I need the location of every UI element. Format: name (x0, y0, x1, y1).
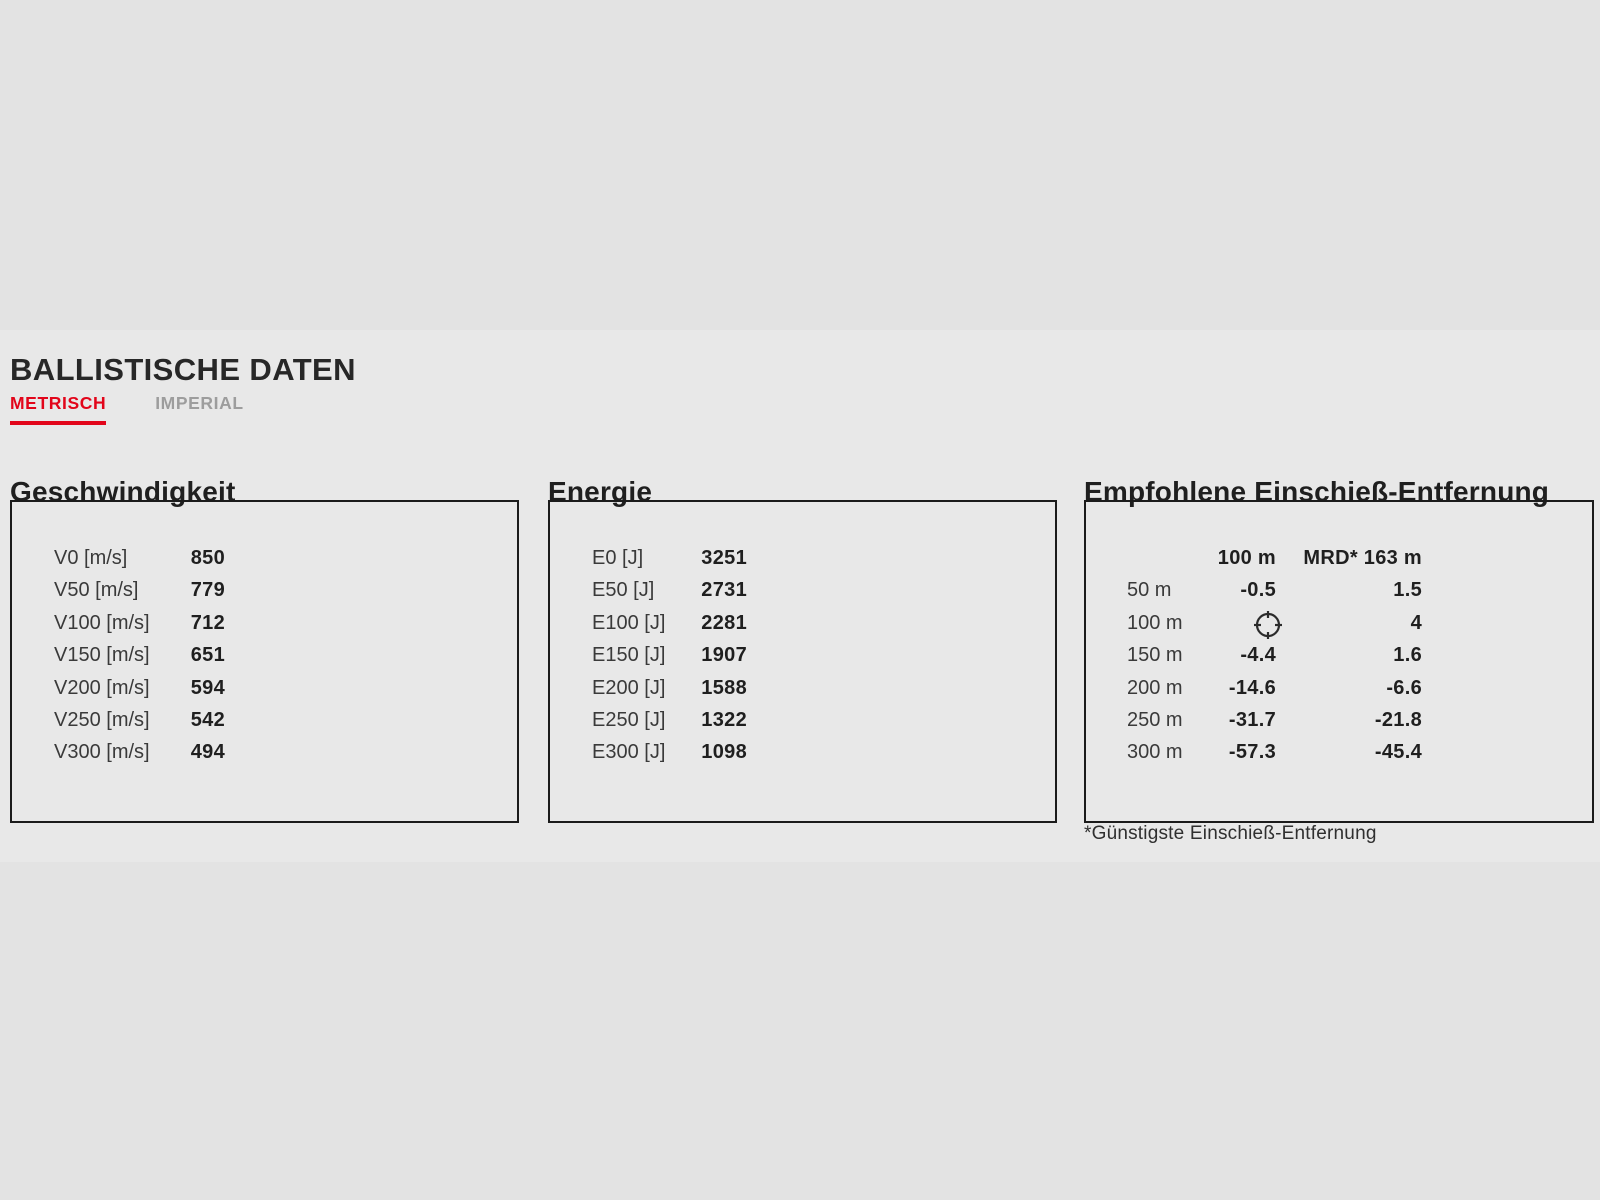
table-row: E300 [J] 1098 (592, 736, 1055, 768)
row-label: E250 [J] (592, 708, 666, 731)
page-title: BALLISTISCHE DATEN (10, 351, 356, 387)
table-header-row: 100 m MRD* 163 m (1127, 542, 1592, 574)
energy-table: E0 [J] 3251 E50 [J] 2731 E100 [J] 2281 E… (548, 500, 1057, 823)
table-row: E50 [J] 2731 (592, 574, 1055, 606)
row-label: 150 m (1127, 644, 1183, 667)
row-value-mrd: 1.6 (1393, 644, 1422, 667)
zeroing-table: 100 m MRD* 163 m 50 m -0.5 1.5 100 m 4 1… (1084, 500, 1594, 823)
row-value: 542 (190, 708, 225, 731)
row-value: 1322 (701, 708, 747, 731)
row-label: V300 [m/s] (54, 741, 150, 764)
table-row: E250 [J] 1322 (592, 704, 1055, 736)
velocity-heading: Geschwindigkeit (10, 476, 236, 508)
row-value-100m: -14.6 (1228, 676, 1276, 699)
table-row: E100 [J] 2281 (592, 607, 1055, 639)
row-label: E50 [J] (592, 579, 655, 602)
row-value: 1588 (701, 676, 747, 699)
tab-metrisch[interactable]: METRISCH (10, 393, 107, 425)
row-value-100m: -4.4 (1240, 644, 1276, 667)
row-value-mrd: -21.8 (1374, 708, 1422, 731)
row-value-100m: -0.5 (1240, 579, 1276, 602)
row-label: V200 [m/s] (54, 676, 150, 699)
content-band (0, 330, 1600, 862)
row-label: E150 [J] (592, 644, 666, 667)
row-value: 594 (190, 676, 225, 699)
row-value: 494 (190, 741, 225, 764)
table-row: V0 [m/s] 850 (54, 542, 517, 574)
row-value: 850 (190, 547, 225, 569)
table-row: V200 [m/s] 594 (54, 672, 517, 704)
tab-imperial[interactable]: IMPERIAL (155, 393, 244, 413)
row-value: 1098 (701, 741, 747, 764)
table-row: V150 [m/s] 651 (54, 639, 517, 671)
velocity-table: V0 [m/s] 850 V50 [m/s] 779 V100 [m/s] 71… (10, 500, 519, 823)
row-label: E200 [J] (592, 676, 666, 699)
zero-marker-cell (1212, 607, 1282, 639)
row-label: 250 m (1127, 708, 1183, 731)
row-label: E0 [J] (592, 547, 644, 569)
row-value: 712 (190, 611, 225, 634)
row-value-mrd: -45.4 (1374, 741, 1422, 764)
row-label: V250 [m/s] (54, 708, 150, 731)
table-row: V100 [m/s] 712 (54, 607, 517, 639)
table-row: 100 m 4 (1127, 607, 1592, 639)
row-value-mrd: 1.5 (1393, 579, 1422, 602)
table-row: E200 [J] 1588 (592, 672, 1055, 704)
row-label: 300 m (1127, 741, 1183, 764)
table-row: V300 [m/s] 494 (54, 736, 517, 768)
row-value: 2731 (701, 579, 747, 602)
row-value-mrd: 4 (1410, 611, 1422, 634)
row-label: V100 [m/s] (54, 611, 150, 634)
table-row: 250 m -31.7 -21.8 (1127, 704, 1592, 736)
row-value: 3251 (701, 547, 747, 569)
energy-heading: Energie (548, 476, 653, 508)
row-label: V50 [m/s] (54, 579, 139, 602)
zeroing-footnote: *Günstigste Einschieß-Entfernung (1084, 823, 1377, 844)
row-label: 50 m (1127, 579, 1172, 602)
row-value: 651 (190, 644, 225, 667)
row-value: 779 (190, 579, 225, 602)
row-label: V0 [m/s] (54, 547, 128, 569)
row-value-mrd: -6.6 (1386, 676, 1422, 699)
zeroing-heading: Empfohlene Einschieß-Entfernung (1084, 476, 1550, 508)
reticle-icon (1254, 610, 1282, 639)
row-value-100m: -31.7 (1228, 708, 1276, 731)
table-row: V250 [m/s] 542 (54, 704, 517, 736)
row-value-100m: -57.3 (1228, 741, 1276, 764)
table-row: E150 [J] 1907 (592, 639, 1055, 671)
column-header-mrd: MRD* 163 m (1303, 547, 1422, 569)
table-row: 150 m -4.4 1.6 (1127, 639, 1592, 671)
row-value: 1907 (701, 644, 747, 667)
row-label: 200 m (1127, 676, 1183, 699)
table-row: 300 m -57.3 -45.4 (1127, 736, 1592, 768)
table-row: V50 [m/s] 779 (54, 574, 517, 606)
row-label: E100 [J] (592, 611, 666, 634)
table-row: 50 m -0.5 1.5 (1127, 574, 1592, 606)
unit-tabs: METRISCH IMPERIAL (10, 393, 244, 425)
table-row: E0 [J] 3251 (592, 542, 1055, 574)
row-label: E300 [J] (592, 741, 666, 764)
row-label: 100 m (1127, 611, 1183, 634)
row-value: 2281 (701, 611, 747, 634)
row-label: V150 [m/s] (54, 644, 150, 667)
column-header-100m: 100 m (1217, 547, 1276, 569)
table-row: 200 m -14.6 -6.6 (1127, 672, 1592, 704)
